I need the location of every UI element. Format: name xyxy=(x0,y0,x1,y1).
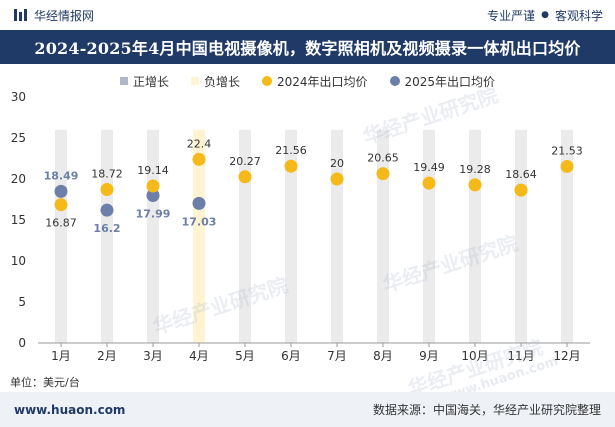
point-2024 xyxy=(192,152,206,166)
point-2024 xyxy=(100,182,114,196)
legend-label-2025: 2025年出口均价 xyxy=(404,74,496,89)
data-label-2024: 20.27 xyxy=(229,155,261,168)
data-label-2025: 17.99 xyxy=(136,207,171,220)
y-tick-label: 15 xyxy=(11,213,26,227)
data-label-2024: 18.64 xyxy=(505,168,537,181)
point-2024 xyxy=(376,167,390,181)
x-tick-label: 4月 xyxy=(189,349,209,363)
tagline-right: 客观科学 xyxy=(554,8,603,23)
legend-item-2024[interactable]: 2024年出口均价 xyxy=(261,72,368,90)
bullet-icon: ● xyxy=(541,10,549,20)
data-label-2025: 16.2 xyxy=(93,222,120,235)
tagline: 专业严谨 ● 客观科学 xyxy=(487,7,603,24)
point-2024 xyxy=(514,183,528,197)
point-2024 xyxy=(238,170,252,184)
y-tick-label: 5 xyxy=(18,295,26,309)
category-band xyxy=(147,129,159,343)
point-2024 xyxy=(330,172,344,186)
brand[interactable]: 华经情报网 xyxy=(14,7,94,24)
brand-name: 华经情报网 xyxy=(34,8,95,23)
point-2024 xyxy=(54,198,68,212)
chart-plot: 0 5 10 15 20 25 30 1月 2月 3月 4月 5月 6月 7月 8月 9月 10月 11月 12月 1… xyxy=(11,90,590,363)
point-2024 xyxy=(422,176,436,190)
data-label-2024: 21.56 xyxy=(275,144,307,157)
y-tick-label: 10 xyxy=(11,254,26,268)
footer: www.huaon.com 数据来源：中国海关，华经产业研究院整理 xyxy=(0,392,615,427)
negative-growth-band xyxy=(193,129,205,343)
category-band xyxy=(515,129,527,343)
y-tick-label: 25 xyxy=(11,131,26,145)
x-tick-label: 10月 xyxy=(461,349,488,363)
legend-item-2025[interactable]: 2025年出口均价 xyxy=(389,72,496,90)
legend-label-2024: 2024年出口均价 xyxy=(276,74,368,89)
data-label-2025: 17.03 xyxy=(182,215,217,228)
x-tick-label: 7月 xyxy=(327,349,347,363)
legend-swatch-positive xyxy=(119,77,128,85)
legend-swatch-2024 xyxy=(261,76,272,86)
category-band xyxy=(561,129,573,343)
point-2024 xyxy=(284,159,298,173)
footer-source: 数据来源：中国海关，华经产业研究院整理 xyxy=(372,403,601,417)
data-label-2024: 22.4 xyxy=(187,137,212,150)
point-2025 xyxy=(54,184,68,198)
chart-legend: 正增长 负增长 2024年出口均价 2025年出口均价 xyxy=(0,72,615,90)
legend-swatch-2025 xyxy=(389,76,400,86)
top-bar: 华经情报网 专业严谨 ● 客观科学 xyxy=(0,0,615,30)
x-tick-label: 1月 xyxy=(51,349,71,363)
x-tick-label: 12月 xyxy=(553,349,580,363)
data-label-2024: 21.53 xyxy=(551,144,583,157)
data-label-2024: 20.65 xyxy=(367,152,399,165)
category-band xyxy=(377,129,389,343)
point-2025 xyxy=(146,188,160,202)
chart-title-bar: 2024-2025年4月中国电视摄像机，数字照相机及视频摄录一体机出口均价 xyxy=(0,30,615,64)
x-tick-label: 9月 xyxy=(419,349,439,363)
x-tick-label: 5月 xyxy=(235,349,255,363)
data-label-2025: 18.49 xyxy=(44,169,79,182)
chart-title: 2024-2025年4月中国电视摄像机，数字照相机及视频摄录一体机出口均价 xyxy=(34,39,581,58)
point-2025 xyxy=(100,203,114,217)
y-tick-label: 30 xyxy=(11,90,26,104)
x-tick-label: 6月 xyxy=(281,349,301,363)
x-tick-label: 2月 xyxy=(97,349,117,363)
x-tick-label: 11月 xyxy=(507,349,534,363)
y-tick-label: 20 xyxy=(11,172,26,186)
tagline-left: 专业严谨 xyxy=(487,8,536,23)
point-2025 xyxy=(192,196,206,210)
x-tick-label: 8月 xyxy=(373,349,393,363)
legend-swatch-negative xyxy=(190,77,199,85)
category-band xyxy=(101,129,113,343)
legend-item-negative[interactable]: 负增长 xyxy=(190,72,240,90)
data-label-2024: 20 xyxy=(330,157,344,170)
point-2024 xyxy=(560,159,574,173)
point-2024 xyxy=(146,179,160,193)
category-band xyxy=(469,129,481,343)
category-band xyxy=(239,129,251,343)
brand-logo-icon xyxy=(14,9,27,21)
legend-label-negative: 负增长 xyxy=(203,74,240,89)
data-label-2024: 19.49 xyxy=(413,161,445,174)
legend-item-positive[interactable]: 正增长 xyxy=(119,72,169,90)
footer-site-link[interactable]: www.huaon.com xyxy=(14,402,126,417)
y-tick-label: 0 xyxy=(18,336,26,350)
legend-label-positive: 正增长 xyxy=(132,74,169,89)
data-label-2024: 19.14 xyxy=(137,164,169,177)
point-2024 xyxy=(468,178,482,192)
data-label-2024: 16.87 xyxy=(45,217,77,230)
x-tick-label: 3月 xyxy=(143,349,163,363)
data-label-2024: 19.28 xyxy=(459,163,491,176)
category-band xyxy=(285,129,297,343)
unit-label: 单位：美元/台 xyxy=(10,376,80,389)
data-label-2024: 18.72 xyxy=(91,167,123,180)
category-band xyxy=(55,129,67,343)
